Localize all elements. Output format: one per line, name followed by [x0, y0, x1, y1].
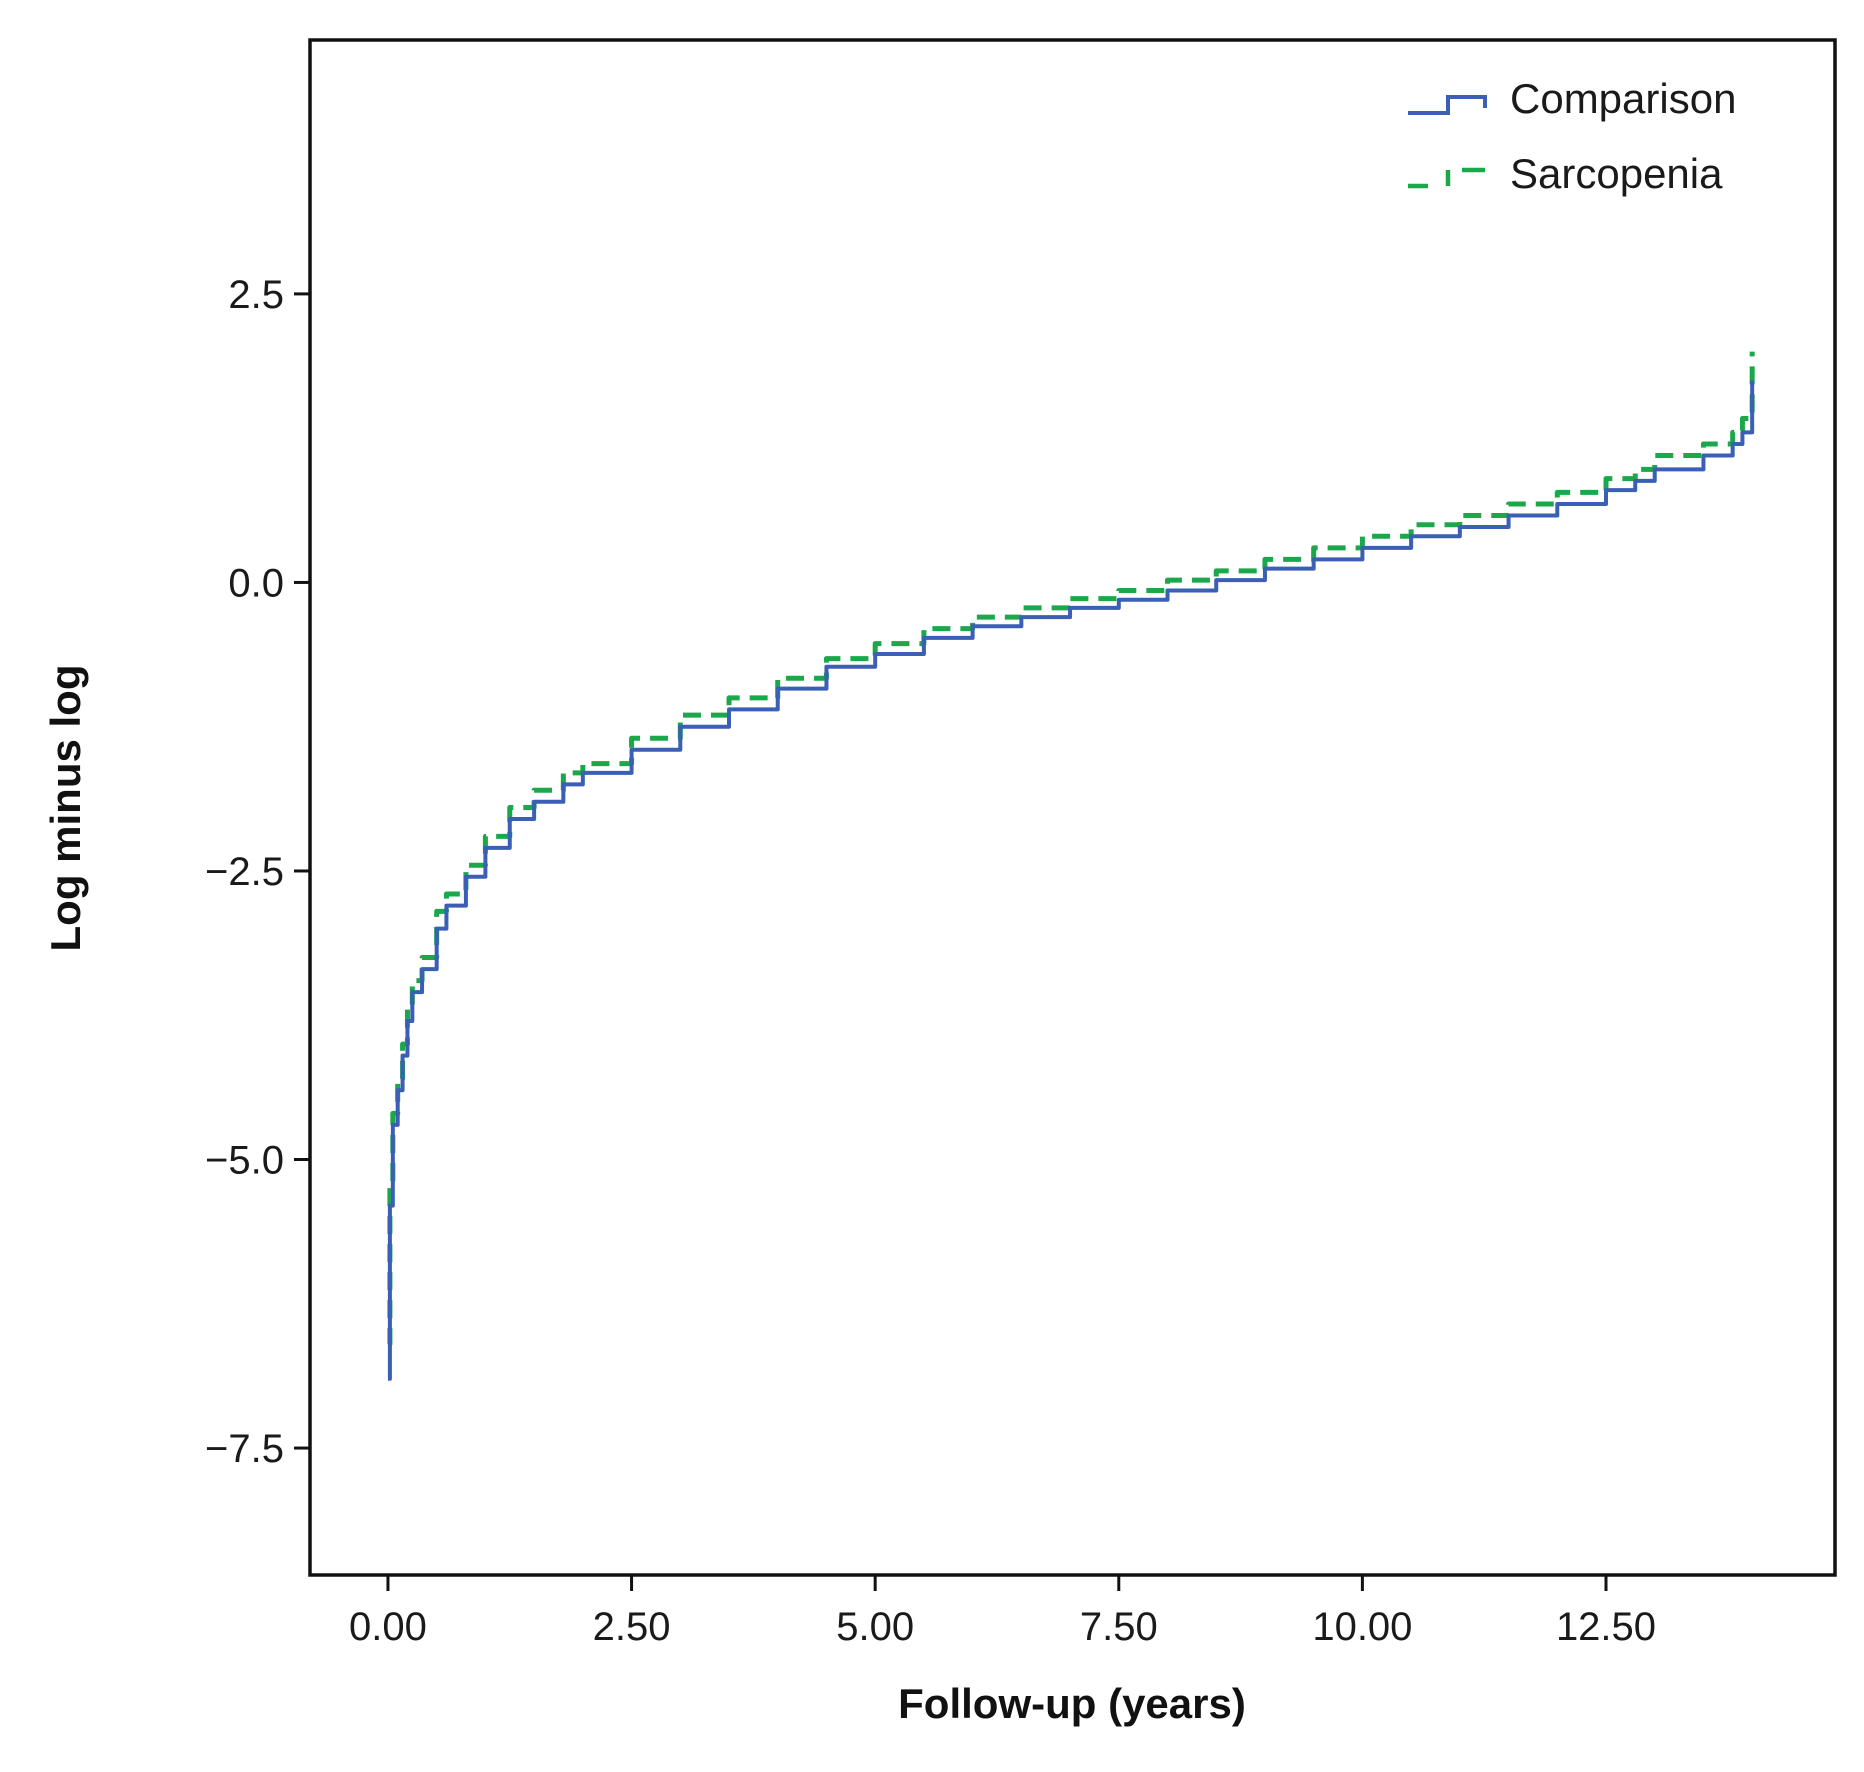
series-line-comparison: [387, 380, 1755, 1381]
x-tick-label: 12.50: [1556, 1605, 1656, 1649]
series-line-sarcopenia: [387, 351, 1755, 1347]
y-tick-label: −7.5: [205, 1427, 284, 1471]
legend-label-sarcopenia: Sarcopenia: [1510, 150, 1723, 197]
legend-swatch-comparison: [1408, 95, 1487, 115]
x-tick-label: 7.50: [1080, 1605, 1158, 1649]
legend: Comparison Sarcopenia: [1408, 75, 1736, 197]
x-axis-title: Follow-up (years): [898, 1680, 1246, 1727]
series-layer: [387, 351, 1755, 1381]
x-tick-label: 2.50: [593, 1605, 671, 1649]
legend-label-comparison: Comparison: [1510, 75, 1736, 122]
legend-swatch-sarcopenia: [1408, 167, 1485, 189]
x-tick-label: 0.00: [349, 1605, 427, 1649]
y-tick-label: 0.0: [228, 561, 284, 605]
y-tick-label: 2.5: [228, 273, 284, 317]
y-tick-label: −2.5: [205, 850, 284, 894]
x-tick-label: 5.00: [836, 1605, 914, 1649]
y-tick-label: −5.0: [205, 1139, 284, 1183]
x-axis: 0.00 2.50 5.00 7.50 10.00 12.50: [349, 1575, 1656, 1649]
y-axis: 2.5 0.0 −2.5 −5.0 −7.5: [205, 273, 310, 1471]
y-axis-title: Log minus log: [42, 665, 89, 952]
x-tick-label: 10.00: [1312, 1605, 1412, 1649]
plot-frame: [308, 38, 1837, 1577]
